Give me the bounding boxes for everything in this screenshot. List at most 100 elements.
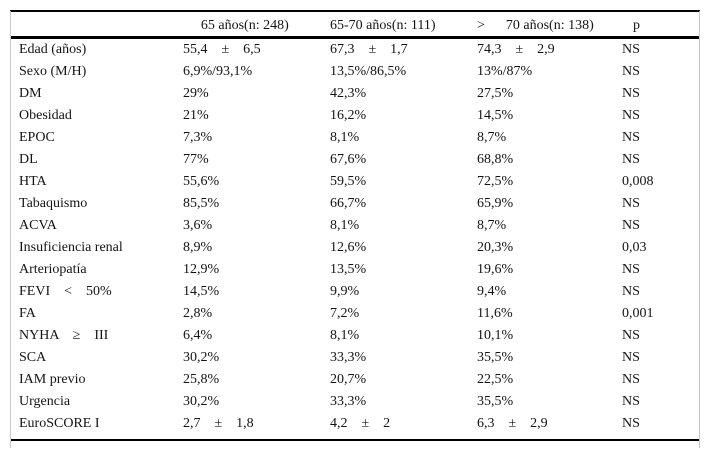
value-over-70: 35,5% (477, 394, 514, 409)
table-row: Arteriopatía 12,9% 13,5% 19,6% NS (11, 259, 699, 281)
header-p-value: p (633, 18, 640, 33)
value-over-70: 74,3 ± 2,9 (477, 42, 555, 57)
value-65-70: 13,5% (330, 262, 367, 277)
table-row: Tabaquismo 85,5% 66,7% 65,9% NS (11, 193, 699, 215)
value-over-70: 6,3 ± 2,9 (477, 416, 548, 431)
value-p: NS (622, 130, 640, 145)
table-header-row: < 65 años(n: 248) 65-70 años(n: 111) > 7… (11, 12, 699, 39)
value-over-70: 11,6% (477, 306, 513, 321)
table-body: Edad (años) 55,4 ± 6,5 67,3 ± 1,7 74,3 ±… (11, 39, 699, 435)
value-p: 0,001 (622, 306, 654, 321)
value-65-70: 8,1% (330, 218, 360, 233)
table-row: Urgencia 30,2% 33,3% 35,5% NS (11, 391, 699, 413)
table-row: Obesidad 21% 16,2% 14,5% NS (11, 105, 699, 127)
table-row: Edad (años) 55,4 ± 6,5 67,3 ± 1,7 74,3 ±… (11, 39, 699, 61)
value-over-70: 68,8% (477, 152, 514, 167)
row-label: DL (19, 152, 38, 167)
table-row: DL 77% 67,6% 68,8% NS (11, 149, 699, 171)
value-over-70: 72,5% (477, 174, 514, 189)
value-65-70: 67,3 ± 1,7 (330, 42, 408, 57)
value-65-70: 33,3% (330, 394, 367, 409)
value-65-70: 12,6% (330, 240, 367, 255)
value-under-65: 7,3% (183, 130, 213, 145)
value-over-70: 8,7% (477, 218, 507, 233)
row-label: ACVA (19, 218, 57, 233)
value-over-70: 13%/87% (477, 64, 533, 79)
value-over-70: 14,5% (477, 108, 514, 123)
value-under-65: 25,8% (183, 372, 220, 387)
row-label: EPOC (19, 130, 55, 145)
table-row: FA 2,8% 7,2% 11,6% 0,001 (11, 303, 699, 325)
value-p: NS (622, 64, 640, 79)
table-row: SCA 30,2% 33,3% 35,5% NS (11, 347, 699, 369)
value-under-65: 29% (183, 86, 209, 101)
value-65-70: 13,5%/86,5% (330, 64, 407, 79)
value-65-70: 59,5% (330, 174, 367, 189)
value-under-65: 21% (183, 108, 209, 123)
value-p: NS (622, 284, 640, 299)
table-row: FEVI < 50% 14,5% 9,9% 9,4% NS (11, 281, 699, 303)
row-label: DM (19, 86, 42, 101)
value-over-70: 10,1% (477, 328, 514, 343)
value-p: NS (622, 262, 640, 277)
value-65-70: 67,6% (330, 152, 367, 167)
value-over-70: 27,5% (477, 86, 514, 101)
value-under-65: 8,9% (183, 240, 213, 255)
value-over-70: 65,9% (477, 196, 514, 211)
value-under-65: 6,9%/93,1% (183, 64, 253, 79)
row-label: Tabaquismo (19, 196, 88, 211)
row-label: Insuficiencia renal (19, 240, 123, 255)
value-p: NS (622, 108, 640, 123)
row-label: Sexo (M/H) (19, 64, 87, 79)
value-p: NS (622, 328, 640, 343)
value-under-65: 30,2% (183, 394, 220, 409)
row-label: HTA (19, 174, 47, 189)
value-65-70: 7,2% (330, 306, 360, 321)
value-65-70: 8,1% (330, 328, 360, 343)
row-label: FA (19, 306, 36, 321)
header-over-70-group: > 70 años(n: 138) (477, 18, 594, 33)
value-under-65: 77% (183, 152, 209, 167)
value-over-70: 22,5% (477, 372, 514, 387)
value-over-70: 35,5% (477, 350, 514, 365)
table-row: EPOC 7,3% 8,1% 8,7% NS (11, 127, 699, 149)
row-label: IAM previo (19, 372, 86, 387)
table-row: IAM previo 25,8% 20,7% 22,5% NS (11, 369, 699, 391)
value-65-70: 66,7% (330, 196, 367, 211)
value-65-70: 4,2 ± 2 (330, 416, 391, 431)
value-p: 0,008 (622, 174, 654, 189)
row-label: Edad (años) (19, 42, 87, 57)
row-label: Obesidad (19, 108, 72, 123)
header-65-70-group: 65-70 años(n: 111) (330, 18, 436, 33)
value-under-65: 55,6% (183, 174, 220, 189)
row-label: FEVI < 50% (19, 284, 112, 299)
table-row: DM 29% 42,3% 27,5% NS (11, 83, 699, 105)
value-over-70: 20,3% (477, 240, 514, 255)
row-label: SCA (19, 350, 47, 365)
value-65-70: 9,9% (330, 284, 360, 299)
value-under-65: 85,5% (183, 196, 220, 211)
row-label: Arteriopatía (19, 262, 87, 277)
value-under-65: 14,5% (183, 284, 220, 299)
value-65-70: 16,2% (330, 108, 367, 123)
value-under-65: 2,8% (183, 306, 213, 321)
value-p: NS (622, 152, 640, 167)
value-p: NS (622, 42, 640, 57)
value-65-70: 42,3% (330, 86, 367, 101)
table-row: HTA 55,6% 59,5% 72,5% 0,008 (11, 171, 699, 193)
value-p: NS (622, 350, 640, 365)
row-label: NYHA ≥ III (19, 328, 109, 343)
value-over-70: 19,6% (477, 262, 514, 277)
clinical-characteristics-table: < 65 años(n: 248) 65-70 años(n: 111) > 7… (10, 10, 700, 448)
value-p: NS (622, 196, 640, 211)
value-p: NS (622, 86, 640, 101)
value-over-70: 9,4% (477, 284, 507, 299)
table-row: Sexo (M/H) 6,9%/93,1% 13,5%/86,5% 13%/87… (11, 61, 699, 83)
value-under-65: 2,7 ± 1,8 (183, 416, 254, 431)
value-65-70: 8,1% (330, 130, 360, 145)
table-row: EuroSCORE I 2,7 ± 1,8 4,2 ± 2 6,3 ± 2,9 … (11, 413, 699, 435)
value-p: NS (622, 416, 640, 431)
value-under-65: 12,9% (183, 262, 220, 277)
row-label: EuroSCORE I (19, 416, 100, 431)
value-under-65: 30,2% (183, 350, 220, 365)
